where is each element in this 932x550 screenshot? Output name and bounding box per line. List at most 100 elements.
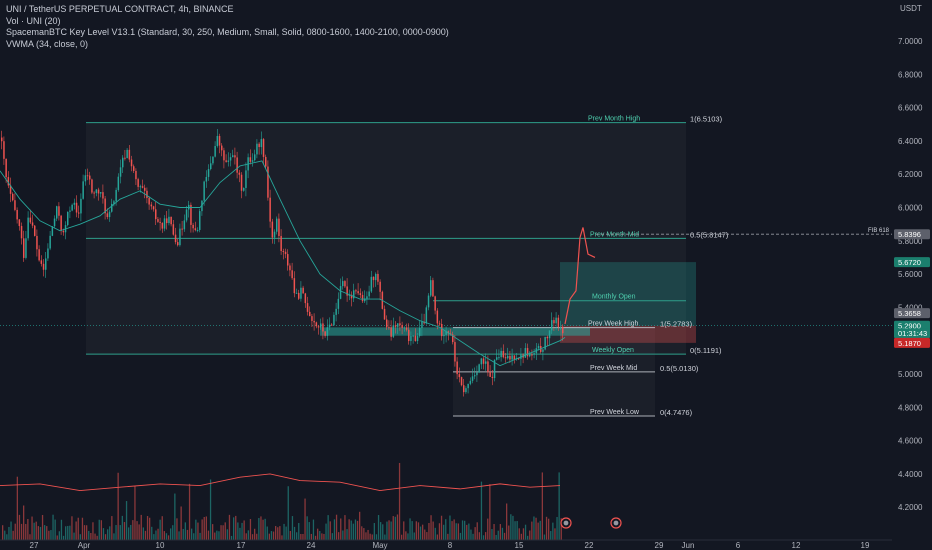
long-position-stop-zone[interactable] bbox=[560, 325, 696, 343]
candle-body bbox=[280, 236, 282, 252]
volume-bar bbox=[365, 532, 367, 540]
candle-body bbox=[210, 163, 212, 170]
candle-body bbox=[49, 235, 51, 249]
candle-body bbox=[533, 353, 535, 355]
price-tag bbox=[894, 337, 930, 348]
volume-bar bbox=[434, 527, 436, 540]
volume-bar bbox=[308, 522, 310, 540]
volume-bar bbox=[560, 518, 562, 540]
candle-body bbox=[416, 336, 419, 342]
volume-bar bbox=[506, 503, 508, 540]
candle-body bbox=[306, 303, 309, 312]
volume-bar bbox=[233, 517, 235, 540]
candle-body bbox=[388, 327, 390, 329]
candle-body bbox=[113, 201, 115, 204]
volume-bar bbox=[552, 522, 554, 540]
volume-bar bbox=[176, 518, 178, 540]
candle-body bbox=[366, 296, 368, 299]
candle-body bbox=[95, 189, 98, 194]
candle-body bbox=[7, 177, 10, 186]
candle-body bbox=[482, 358, 485, 364]
volume-bar bbox=[375, 534, 378, 540]
volume-bar bbox=[396, 514, 399, 540]
price-tag-text: 5.3658 bbox=[898, 309, 921, 318]
candle-body bbox=[69, 210, 71, 212]
candle-body bbox=[291, 270, 293, 279]
volume-bar bbox=[113, 533, 115, 540]
candle-body bbox=[284, 251, 287, 255]
candle-body bbox=[16, 209, 18, 220]
volume-bar bbox=[377, 515, 380, 540]
candle-body bbox=[322, 323, 324, 332]
candle-body bbox=[89, 175, 91, 180]
candle-body bbox=[146, 190, 148, 199]
volume-bar bbox=[205, 516, 207, 540]
volume-bar bbox=[220, 525, 222, 540]
volume-bar bbox=[409, 518, 411, 540]
symbol-title[interactable]: UNI / TetherUS PERPETUAL CONTRACT, 4h, B… bbox=[6, 4, 234, 14]
volume-bar bbox=[117, 472, 119, 540]
volume-bar bbox=[71, 516, 73, 540]
time-axis-tick: 29 bbox=[655, 541, 664, 550]
candle-body bbox=[460, 377, 463, 386]
candle-body bbox=[342, 281, 344, 287]
volume-bar bbox=[100, 520, 102, 540]
candle-body bbox=[421, 321, 423, 328]
candle-body bbox=[346, 286, 348, 296]
price-axis[interactable] bbox=[892, 0, 932, 550]
volume-bar bbox=[81, 517, 84, 540]
volume-bar bbox=[464, 520, 466, 540]
candle-body bbox=[155, 209, 157, 220]
volume-bar bbox=[514, 521, 516, 540]
long-position-target-zone[interactable] bbox=[560, 262, 696, 326]
indicator-vwma[interactable]: VWMA (34, close, 0) bbox=[6, 38, 89, 49]
volume-bar bbox=[237, 522, 239, 540]
volume-bar bbox=[405, 531, 407, 540]
candle-body bbox=[265, 156, 267, 167]
candle-body bbox=[557, 317, 560, 328]
volume-bar bbox=[455, 523, 457, 540]
volume-bar bbox=[33, 522, 35, 540]
volume-bar bbox=[495, 534, 497, 540]
volume-bar bbox=[512, 515, 514, 540]
candle-body bbox=[559, 326, 562, 328]
candle-body bbox=[128, 149, 131, 160]
time-axis-tick: 17 bbox=[237, 541, 246, 550]
candle-body bbox=[562, 326, 564, 334]
price-axis-tick: 6.6000 bbox=[898, 104, 923, 113]
indicator-volume[interactable]: Vol · UNI (20) bbox=[6, 15, 61, 26]
candle-body bbox=[163, 218, 166, 229]
candle-body bbox=[190, 204, 192, 225]
candle-body bbox=[62, 230, 65, 233]
volume-bar bbox=[209, 479, 212, 540]
volume-bar bbox=[380, 522, 382, 540]
volume-ma-line bbox=[0, 473, 561, 492]
level-label: Prev Week Mid bbox=[590, 365, 637, 372]
volume-bar bbox=[556, 516, 558, 540]
volume-bar bbox=[109, 526, 111, 540]
candle-body bbox=[102, 192, 104, 199]
candle-body bbox=[276, 218, 278, 232]
candle-body bbox=[375, 273, 377, 281]
candle-body bbox=[12, 193, 14, 201]
volume-bar bbox=[115, 525, 117, 540]
candle-body bbox=[419, 327, 421, 337]
volume-bar bbox=[474, 527, 476, 540]
price-tag bbox=[894, 308, 930, 319]
candle-body bbox=[436, 310, 439, 324]
volume-bar bbox=[394, 516, 396, 540]
volume-bar bbox=[249, 519, 252, 540]
price-tag bbox=[894, 257, 930, 268]
candle-body bbox=[236, 157, 238, 173]
indicator-key-levels[interactable]: SpacemanBTC Key Level V13.1 (Standard, 3… bbox=[6, 27, 449, 37]
candle-body bbox=[403, 327, 406, 329]
volume-bar bbox=[239, 527, 241, 540]
candle-body bbox=[36, 235, 38, 250]
candle-body bbox=[119, 167, 122, 177]
volume-bar bbox=[121, 515, 123, 540]
volume-bar bbox=[149, 517, 151, 540]
volume-bar bbox=[92, 522, 94, 540]
projection-path[interactable] bbox=[564, 227, 596, 325]
